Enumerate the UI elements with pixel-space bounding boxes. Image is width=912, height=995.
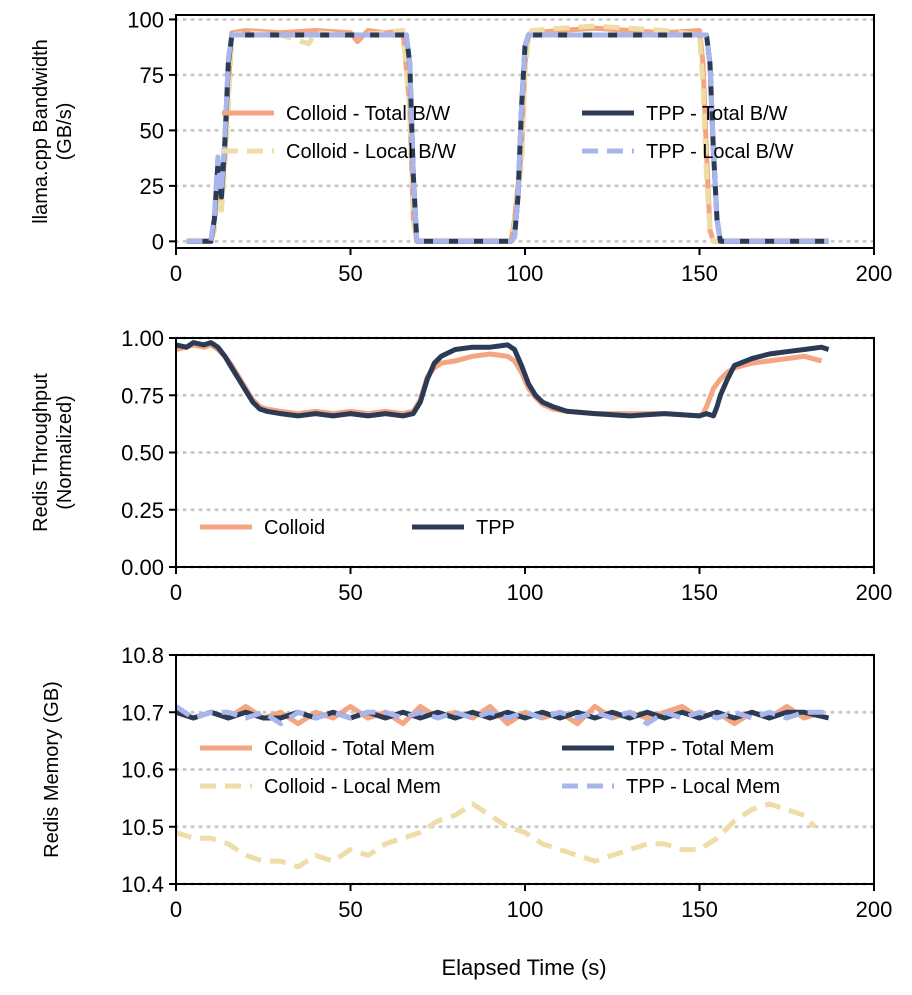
x-tick-label: 50 <box>338 261 362 286</box>
y-axis-label: llama.cpp Bandwidth <box>30 39 52 224</box>
y-tick-label: 75 <box>140 63 164 88</box>
y-tick-label: 0.50 <box>121 441 164 466</box>
legend: Colloid TPP <box>200 517 515 539</box>
series-line-tpp-total-mem <box>176 709 830 721</box>
y-tick-label: 10.8 <box>121 643 164 668</box>
y-tick-label: 10.6 <box>121 758 164 783</box>
y-axis-label-line2: (GB/s) <box>54 103 76 161</box>
chart-panel-1: 0 50 100 150 200 0 25 50 75 100 llama.cpp Bandwidt… <box>30 7 892 286</box>
shared-x-axis-label: Elapsed Time (s) <box>441 955 606 980</box>
series-line-colloid-local-b-w <box>186 23 829 244</box>
x-tick-label: 200 <box>856 897 893 922</box>
legend: Colloid - Total Mem Colloid - Local Mem TP… <box>200 738 780 798</box>
chart-panel-2: 0 50 100 150 200 0.00 0.25 0.50 0.75 1.00 Redis Th… <box>30 326 892 605</box>
y-tick-label: 10.7 <box>121 700 164 725</box>
y-axis-label: Redis Memory (GB) <box>41 681 63 858</box>
x-tick-label: 50 <box>338 580 362 605</box>
series-line-tpp-total-b-w <box>186 32 829 244</box>
series-group <box>176 340 830 419</box>
series-group <box>186 23 829 244</box>
x-tick-label: 150 <box>681 580 718 605</box>
legend: Colloid - Total B/W Colloid - Local B/W TP… <box>222 103 794 163</box>
x-tick-label: 150 <box>681 261 718 286</box>
x-tick-label: 50 <box>338 897 362 922</box>
y-tick-label: 0.00 <box>121 555 164 580</box>
y-tick-label: 0 <box>152 229 164 254</box>
legend-label: TPP - Total Mem <box>626 738 774 760</box>
series-line-tpp-local-b-w <box>186 32 829 244</box>
chart-panel-3: 0 50 100 150 200 10.4 10.5 10.6 10.7 10.8 Redis Me… <box>41 643 892 922</box>
legend-label: Colloid - Total Mem <box>264 738 435 760</box>
x-tick-label: 0 <box>170 897 182 922</box>
x-tick-label: 150 <box>681 897 718 922</box>
x-tick-label: 0 <box>170 580 182 605</box>
legend-label: TPP - Local B/W <box>646 141 794 163</box>
y-tick-label: 50 <box>140 118 164 143</box>
x-tick-label: 200 <box>856 580 893 605</box>
y-tick-label: 10.5 <box>121 815 164 840</box>
y-tick-label: 0.75 <box>121 383 164 408</box>
series-line-tpp <box>176 340 830 419</box>
series-line-colloid-total-b-w <box>186 25 829 244</box>
y-tick-label: 10.4 <box>121 872 164 897</box>
legend-label: TPP - Local Mem <box>626 776 780 798</box>
legend-label: Colloid <box>264 517 325 539</box>
legend-label: Colloid - Local B/W <box>286 141 456 163</box>
y-tick-label: 1.00 <box>121 326 164 351</box>
y-tick-label: 25 <box>140 174 164 199</box>
y-tick-label: 100 <box>127 7 164 32</box>
x-tick-label: 100 <box>507 897 544 922</box>
x-tick-label: 100 <box>507 580 544 605</box>
series-group <box>176 704 830 870</box>
legend-label: TPP <box>476 517 515 539</box>
y-axis-label-line2: (Normalized) <box>54 395 76 509</box>
legend-label: TPP - Total B/W <box>646 103 788 125</box>
y-tick-label: 0.25 <box>121 498 164 523</box>
x-tick-label: 200 <box>856 261 893 286</box>
x-tick-label: 0 <box>170 261 182 286</box>
x-tick-label: 100 <box>507 261 544 286</box>
legend-label: Colloid - Total B/W <box>286 103 450 125</box>
y-axis-label: Redis Throughput <box>30 373 52 532</box>
series-line-tpp-local-mem <box>176 704 829 727</box>
legend-label: Colloid - Local Mem <box>264 776 441 798</box>
series-line-colloid-local-mem <box>176 801 817 870</box>
